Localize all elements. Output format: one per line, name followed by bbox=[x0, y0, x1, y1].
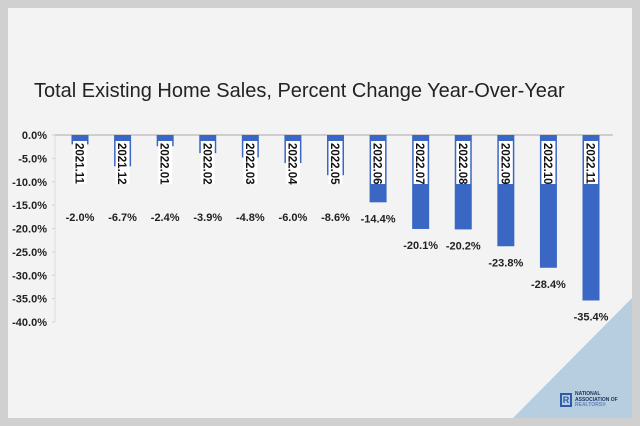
y-tick-label: -15.0% bbox=[12, 200, 47, 212]
x-tick-label: 2021.12 bbox=[115, 143, 127, 185]
y-tick-label: -5.0% bbox=[18, 153, 47, 165]
data-label: -23.8% bbox=[488, 257, 523, 269]
x-tick-label: 2022.06 bbox=[371, 143, 383, 185]
y-tick-label: -25.0% bbox=[12, 247, 47, 259]
chart-title: Total Existing Home Sales, Percent Chang… bbox=[34, 80, 565, 102]
x-tick-label-bg bbox=[115, 141, 130, 184]
x-tick-label: 2022.02 bbox=[200, 143, 212, 185]
bar-chart: 0.0% -5.0% -10.0% -15.0% -20.0% -25.0% -30.0% -… bbox=[12, 130, 632, 418]
bar bbox=[71, 135, 89, 145]
x-tick-label: 2022.01 bbox=[158, 143, 170, 185]
y-tick-label: -40.0% bbox=[12, 317, 47, 329]
x-tick-label-bg bbox=[541, 141, 556, 184]
y-tick-label: -30.0% bbox=[12, 270, 47, 282]
slide: Total Existing Home Sales, Percent Chang… bbox=[8, 8, 632, 418]
x-tick-label: 2022.08 bbox=[456, 143, 468, 185]
x-tick-label: 2021.11 bbox=[73, 143, 85, 185]
logo-line-2: ASSOCIATION OF bbox=[575, 396, 618, 403]
x-tick-label-bg bbox=[584, 141, 598, 184]
x-tick-label-bg bbox=[328, 141, 343, 184]
nar-logo: R NATIONAL ASSOCIATION OF REALTORS® bbox=[560, 391, 618, 409]
data-label: -2.0% bbox=[66, 212, 95, 224]
x-tick-label: 2022.05 bbox=[328, 143, 340, 185]
data-label: -8.6% bbox=[321, 212, 350, 224]
x-tick-label-group: 2022.03 bbox=[243, 141, 258, 185]
x-tick-label-bg bbox=[158, 141, 173, 184]
data-label: -6.7% bbox=[108, 212, 137, 224]
x-tick-label-group: 2022.06 bbox=[371, 141, 386, 185]
y-tick-label: -35.0% bbox=[12, 294, 47, 306]
x-tick-label-bg bbox=[456, 141, 471, 184]
data-label: -20.1% bbox=[403, 240, 438, 252]
x-tick-label-group: 2021.12 bbox=[115, 141, 130, 185]
x-tick-label-group: 2022.05 bbox=[328, 141, 343, 185]
data-label: -28.4% bbox=[531, 279, 566, 291]
x-tick-label-bg bbox=[243, 141, 258, 184]
y-tick-label: -10.0% bbox=[12, 177, 47, 189]
x-tick-label-group: 2022.10 bbox=[541, 141, 556, 185]
x-tick-label-bg bbox=[200, 141, 215, 184]
data-label: -14.4% bbox=[361, 213, 396, 225]
x-tick-label-bg bbox=[413, 141, 428, 184]
x-tick-label-group: 2022.04 bbox=[285, 141, 300, 185]
x-tick-label: 2022.07 bbox=[413, 143, 425, 185]
data-label: -2.4% bbox=[151, 212, 180, 224]
data-label: -6.0% bbox=[279, 212, 308, 224]
x-tick-label-group: 2022.08 bbox=[456, 141, 471, 185]
x-tick-label-group: 2022.09 bbox=[498, 141, 513, 185]
realtor-r-icon: R bbox=[560, 393, 572, 408]
x-tick-label-group: 2021.11 bbox=[73, 141, 87, 185]
data-label: -20.2% bbox=[446, 240, 481, 252]
x-tick-label-bg bbox=[498, 141, 513, 184]
logo-line-3: REALTORS® bbox=[575, 402, 606, 408]
x-tick-label: 2022.03 bbox=[243, 143, 255, 185]
bar bbox=[156, 135, 174, 147]
y-tick-label: 0.0% bbox=[22, 130, 47, 142]
decorative-triangle bbox=[513, 298, 632, 418]
x-tick-label: 2022.04 bbox=[285, 143, 297, 185]
x-tick-label: 2022.11 bbox=[584, 143, 596, 185]
x-tick-label-group: 2022.02 bbox=[200, 141, 215, 185]
data-label: -4.8% bbox=[236, 212, 265, 224]
x-tick-label-group: 2022.07 bbox=[413, 141, 428, 185]
data-label: -3.9% bbox=[193, 212, 222, 224]
x-tick-label: 2022.10 bbox=[541, 143, 553, 185]
y-tick-label: -20.0% bbox=[12, 224, 47, 236]
x-tick-label-group: 2022.11 bbox=[584, 141, 598, 185]
x-tick-label-bg bbox=[285, 141, 300, 184]
x-tick-label-group: 2022.01 bbox=[158, 141, 173, 185]
x-tick-label-bg bbox=[73, 141, 87, 184]
x-tick-label: 2022.09 bbox=[498, 143, 510, 185]
logo-line-1: NATIONAL bbox=[575, 391, 601, 397]
x-tick-label-bg bbox=[371, 141, 386, 184]
data-label: -35.4% bbox=[574, 311, 609, 323]
